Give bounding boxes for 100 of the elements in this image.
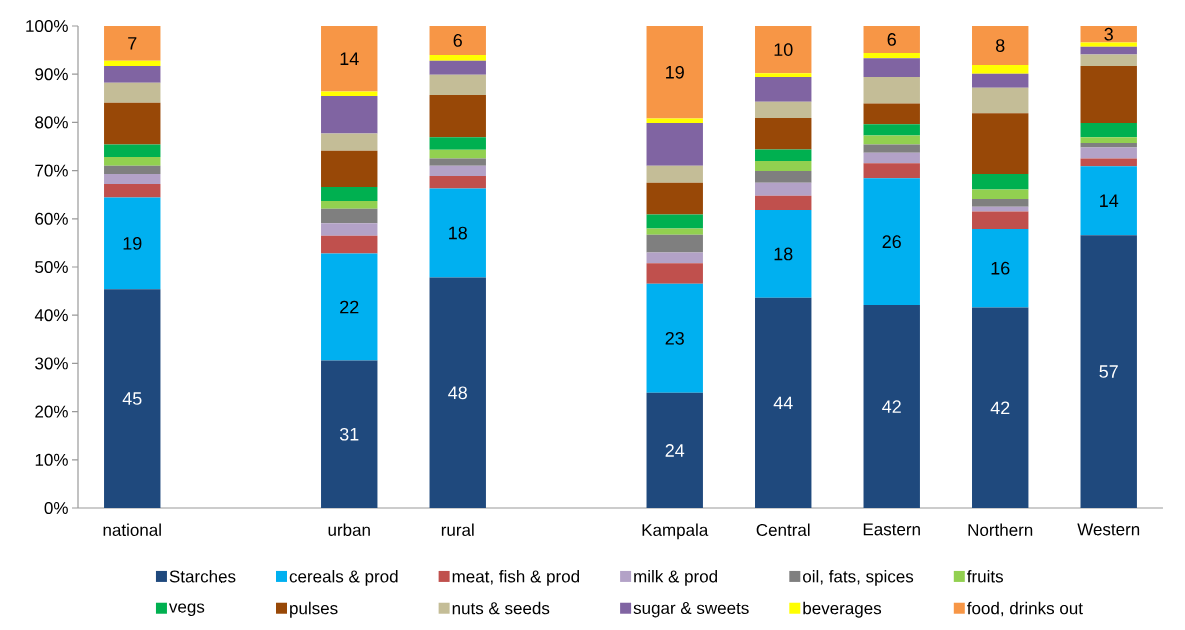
bar [429, 277, 486, 508]
y-tick-label: 70% [35, 164, 68, 177]
bar [104, 165, 161, 174]
x-tick-label: Northern [968, 523, 1033, 537]
bar [646, 118, 703, 123]
bar [972, 189, 1029, 200]
bar [972, 25, 1029, 66]
legend-label: meat, fish & prod [452, 570, 579, 586]
bar [321, 200, 378, 209]
data-label: 19 [123, 237, 142, 250]
bar [1080, 147, 1137, 159]
legend-label: beverages [803, 601, 882, 618]
data-label: 24 [665, 444, 685, 457]
data-label: 44 [773, 396, 793, 410]
bar [755, 149, 812, 161]
bar [863, 77, 920, 104]
bar [1080, 143, 1137, 148]
bar [429, 188, 486, 278]
bar [429, 94, 486, 138]
bar [1080, 137, 1137, 144]
bar [104, 184, 161, 198]
data-label: 14 [1100, 194, 1119, 207]
x-tick-label: Eastern [863, 523, 920, 536]
bar [429, 175, 486, 189]
bar [321, 208, 378, 224]
bar [755, 118, 812, 150]
legend-label: nuts & seeds [452, 601, 550, 615]
bar [1080, 25, 1137, 43]
y-tick-label: 0% [44, 501, 68, 515]
bar [755, 25, 812, 74]
bar [104, 66, 161, 83]
bar [863, 103, 920, 125]
bar [104, 144, 161, 158]
data-label: 23 [665, 331, 684, 345]
bar [646, 263, 703, 284]
legend-label: Starches [169, 570, 236, 583]
bar [755, 73, 812, 78]
bar [755, 210, 812, 298]
bar [321, 360, 378, 508]
data-label: 3 [1104, 27, 1113, 41]
data-label: 6 [453, 34, 462, 47]
bar [863, 25, 920, 53]
bar [646, 228, 703, 235]
bar [646, 214, 703, 229]
y-tick-label: 20% [35, 405, 68, 418]
bar [1080, 235, 1137, 508]
bar [755, 297, 812, 508]
bar [1080, 46, 1137, 55]
bar [646, 122, 703, 166]
y-tick-label: 40% [34, 309, 68, 322]
data-label: 45 [122, 392, 142, 405]
data-label: 42 [882, 400, 901, 413]
bar [104, 289, 161, 508]
bar [972, 87, 1029, 114]
bar [321, 186, 378, 201]
bar [1080, 158, 1137, 167]
bar [646, 283, 703, 393]
bar [972, 228, 1029, 308]
data-label: 14 [340, 52, 359, 65]
bar [321, 91, 378, 96]
bar [1080, 166, 1137, 236]
data-label: 8 [996, 39, 1005, 52]
bar [863, 163, 920, 179]
bar [972, 199, 1029, 207]
bar [972, 211, 1029, 229]
data-label: 48 [448, 386, 467, 400]
bar [863, 124, 920, 136]
data-label: 16 [991, 261, 1010, 275]
bar [755, 195, 812, 211]
y-tick-label: 90% [35, 68, 68, 81]
x-tick-label: Western [1077, 523, 1140, 536]
data-label: 18 [774, 247, 793, 261]
bar [429, 25, 486, 55]
bar [646, 392, 703, 508]
bar [972, 206, 1029, 212]
bar [321, 235, 378, 254]
bar [104, 102, 161, 145]
bar [646, 252, 703, 264]
bar [755, 171, 812, 183]
y-tick-label: 10% [35, 453, 68, 466]
bar [972, 173, 1029, 190]
bar [755, 101, 812, 119]
bar [321, 95, 378, 134]
bar [863, 144, 920, 153]
bar [321, 253, 378, 361]
bar [755, 77, 812, 102]
bar [972, 113, 1029, 174]
x-tick-label: urban [328, 523, 370, 537]
x-tick-label: Kampala [642, 523, 709, 540]
bar [104, 173, 161, 185]
bar [104, 82, 161, 103]
bar [429, 74, 486, 95]
bar [972, 73, 1029, 88]
bar [863, 178, 920, 306]
legend-label: sugar & sweets [633, 602, 749, 618]
data-label: 19 [666, 65, 684, 79]
legend-label: cereals & prod [289, 570, 398, 586]
data-label: 31 [339, 427, 359, 441]
y-tick-label: 30% [35, 357, 68, 370]
bar [104, 60, 161, 66]
